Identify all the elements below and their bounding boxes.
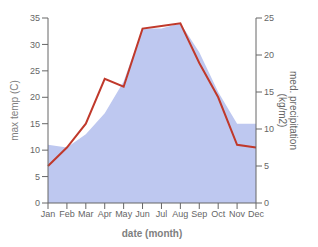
- svg-text:20: 20: [264, 50, 274, 60]
- svg-text:0: 0: [35, 198, 40, 208]
- svg-text:20: 20: [30, 92, 40, 102]
- svg-text:Nov: Nov: [229, 209, 246, 219]
- svg-text:25: 25: [30, 66, 40, 76]
- svg-text:Sep: Sep: [191, 209, 207, 219]
- svg-text:25: 25: [264, 13, 274, 23]
- svg-text:May: May: [115, 209, 133, 219]
- svg-text:Aug: Aug: [172, 209, 188, 219]
- svg-text:15: 15: [264, 87, 274, 97]
- svg-text:Jun: Jun: [135, 209, 150, 219]
- svg-text:0: 0: [264, 198, 269, 208]
- svg-text:Mar: Mar: [78, 209, 94, 219]
- svg-text:Feb: Feb: [59, 209, 75, 219]
- svg-text:max temp (C): max temp (C): [9, 80, 20, 141]
- svg-text:30: 30: [30, 40, 40, 50]
- svg-text:Jan: Jan: [41, 209, 56, 219]
- svg-text:Jul: Jul: [156, 209, 168, 219]
- svg-text:5: 5: [35, 172, 40, 182]
- svg-text:10: 10: [264, 124, 274, 134]
- svg-text:med. precipitation(kg/m2): med. precipitation(kg/m2): [277, 71, 299, 150]
- svg-text:35: 35: [30, 13, 40, 23]
- svg-text:5: 5: [264, 161, 269, 171]
- svg-text:date (month): date (month): [122, 228, 183, 239]
- svg-text:Dec: Dec: [248, 209, 265, 219]
- svg-text:10: 10: [30, 145, 40, 155]
- svg-text:Apr: Apr: [98, 209, 112, 219]
- svg-text:Oct: Oct: [211, 209, 226, 219]
- svg-text:15: 15: [30, 119, 40, 129]
